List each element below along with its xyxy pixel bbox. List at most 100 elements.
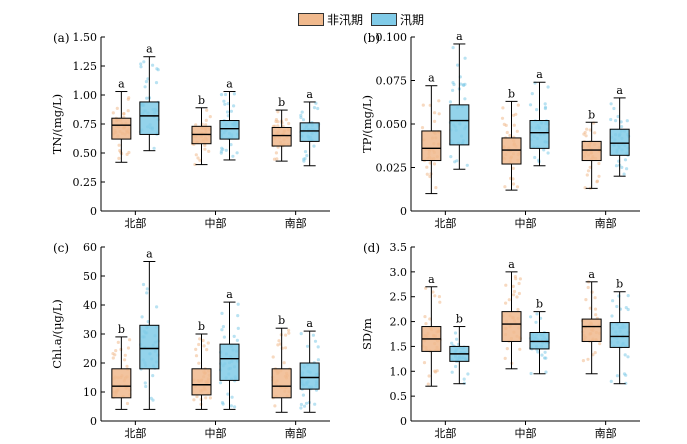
y-tick-label: 2.0 xyxy=(390,316,408,329)
data-point xyxy=(622,372,627,376)
data-point xyxy=(517,291,522,296)
y-tick-label: 0 xyxy=(90,205,97,218)
data-point xyxy=(208,396,212,400)
data-point xyxy=(428,174,432,179)
significance-letter: a xyxy=(536,68,543,81)
data-point xyxy=(299,332,303,336)
data-point xyxy=(154,81,159,85)
data-point xyxy=(433,111,437,115)
data-point xyxy=(141,282,146,287)
data-point xyxy=(229,143,233,147)
data-point xyxy=(232,334,236,338)
data-point xyxy=(222,99,226,103)
box xyxy=(421,130,442,162)
y-tick-label: 10 xyxy=(83,386,97,399)
legend-swatch-dry xyxy=(298,12,324,26)
y-tick-label: 40 xyxy=(83,299,97,312)
data-point xyxy=(145,96,149,100)
data-point xyxy=(313,339,318,343)
y-tick-label: 0.075 xyxy=(376,75,408,88)
y-tick-label: 50 xyxy=(83,270,97,283)
data-point xyxy=(236,302,240,306)
data-point xyxy=(305,154,309,158)
data-point xyxy=(615,374,620,378)
data-point xyxy=(276,110,280,114)
legend-swatch-wet xyxy=(371,12,398,26)
data-point xyxy=(196,156,200,160)
data-point xyxy=(152,146,156,150)
significance-letter: b xyxy=(616,278,623,291)
data-point xyxy=(615,304,619,309)
data-point xyxy=(625,119,629,123)
data-point xyxy=(316,358,320,362)
data-point xyxy=(425,165,429,169)
box xyxy=(529,120,550,149)
data-point xyxy=(276,343,280,347)
data-point xyxy=(207,149,211,153)
data-point xyxy=(226,102,230,106)
box xyxy=(299,362,320,390)
data-point xyxy=(516,307,520,312)
data-point xyxy=(223,92,228,97)
data-point xyxy=(437,112,441,116)
data-point xyxy=(192,398,196,402)
data-point xyxy=(594,313,598,317)
data-point xyxy=(455,159,459,163)
data-point xyxy=(284,333,288,337)
data-point xyxy=(512,289,517,294)
box xyxy=(299,122,320,142)
data-point xyxy=(301,393,305,397)
data-point xyxy=(231,154,235,158)
box xyxy=(219,120,240,140)
panel-label: (b) xyxy=(363,31,380,45)
data-point xyxy=(530,92,534,96)
significance-letter: a xyxy=(306,317,313,330)
data-point xyxy=(116,340,120,344)
data-point xyxy=(586,285,590,290)
data-point xyxy=(125,364,129,368)
data-point xyxy=(593,296,597,300)
data-point xyxy=(283,346,288,350)
data-point xyxy=(287,328,291,332)
data-point xyxy=(220,311,224,315)
data-point xyxy=(533,155,537,160)
x-tick-label: 北部 xyxy=(434,216,456,230)
significance-letter: b xyxy=(456,313,463,326)
data-point xyxy=(143,381,147,385)
y-tick-label: 0.5 xyxy=(390,390,408,403)
data-point xyxy=(151,398,155,402)
data-point xyxy=(229,404,233,408)
significance-letter: b xyxy=(508,87,515,100)
data-point xyxy=(515,295,519,299)
box xyxy=(501,311,522,342)
panel-label: (c) xyxy=(53,241,69,255)
data-point xyxy=(203,147,207,151)
data-point xyxy=(544,370,548,374)
significance-letter: b xyxy=(198,94,205,107)
data-point xyxy=(204,396,208,400)
x-tick-label: 中部 xyxy=(515,216,537,230)
data-point xyxy=(111,356,115,360)
data-point xyxy=(304,401,309,405)
data-point xyxy=(274,119,278,124)
y-tick-label: 0 xyxy=(90,415,97,428)
box xyxy=(581,318,602,342)
data-point xyxy=(543,356,547,360)
data-point xyxy=(272,157,277,161)
data-point xyxy=(434,186,438,190)
data-point xyxy=(504,301,508,305)
data-point xyxy=(114,349,118,353)
data-point xyxy=(540,353,544,357)
significance-letter: b xyxy=(118,323,125,336)
significance-letter: b xyxy=(278,314,285,327)
data-point xyxy=(125,401,130,406)
legend-label-wet: 汛期 xyxy=(400,12,425,27)
data-point xyxy=(140,315,144,319)
data-point xyxy=(623,353,627,357)
data-point xyxy=(512,123,516,127)
data-point xyxy=(195,395,199,399)
data-point xyxy=(614,119,618,123)
data-point xyxy=(584,298,588,302)
data-point xyxy=(422,361,427,365)
data-point xyxy=(514,112,518,116)
